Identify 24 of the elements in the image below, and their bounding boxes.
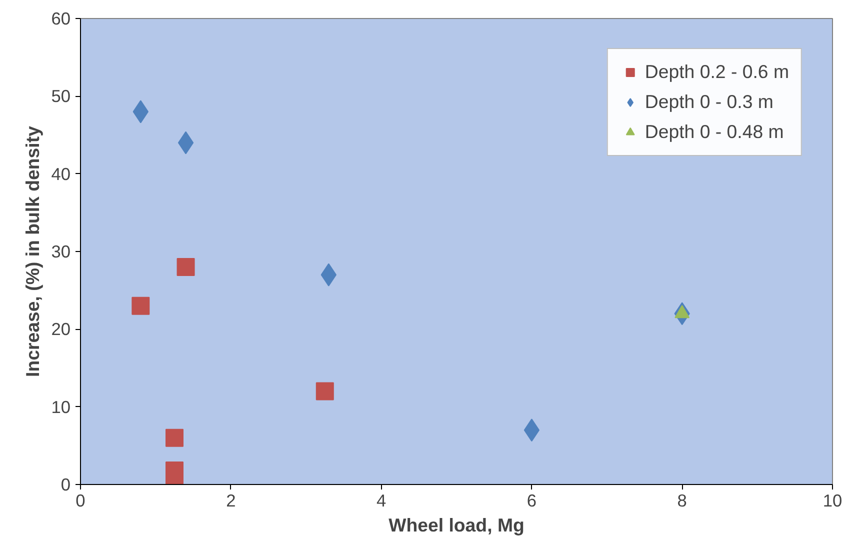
y-tick-label: 40 (51, 164, 71, 184)
point (132, 296, 150, 315)
y-tick-label: 20 (51, 319, 71, 340)
point (166, 428, 184, 447)
x-tick-label: 0 (76, 490, 86, 510)
point (176, 258, 195, 276)
x-tick-label: 10 (822, 490, 842, 510)
x-tick-label: 6 (526, 490, 537, 510)
y-axis-title: Increase, (%) in bulk density (22, 125, 44, 377)
y-tick-label: 0 (60, 474, 71, 494)
point (178, 131, 194, 154)
x-tick-label: 8 (677, 490, 687, 510)
y-tick-label: 50 (51, 86, 71, 106)
y-tick-label: 10 (51, 396, 71, 417)
y-tick-label: 60 (51, 8, 71, 28)
x-axis-title: Wheel load, Mg (388, 514, 524, 536)
point (524, 418, 540, 442)
point (316, 382, 334, 400)
legend-label: Depth 0.2 - 0.6 m (644, 61, 789, 83)
legend-label: Depth 0 - 0.3 m (644, 91, 774, 113)
x-tick-label: 4 (376, 490, 386, 510)
y-tick-label: 30 (51, 242, 71, 262)
x-tick-label: 2 (226, 490, 236, 510)
legend-label: Depth 0 - 0.48 m (644, 121, 784, 143)
